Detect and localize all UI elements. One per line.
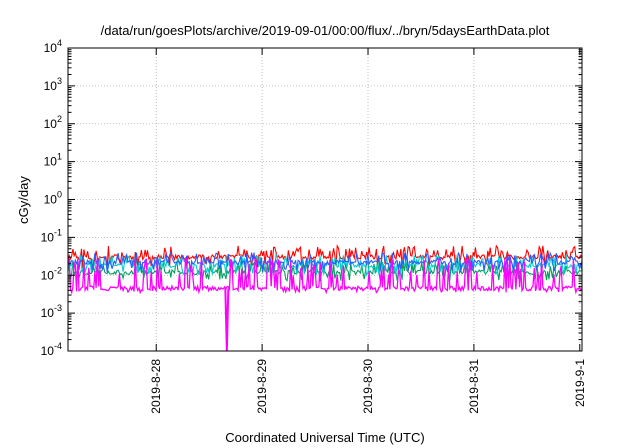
x-tick-label: 2019-8-28	[149, 359, 163, 414]
y-tick-label-exponent: -3	[54, 303, 62, 313]
y-tick-label-exponent: -2	[54, 265, 62, 275]
y-tick-label-exponent: 0	[57, 190, 62, 200]
series-line	[67, 244, 583, 269]
series-line	[67, 259, 583, 282]
y-tick-label-base: 10	[44, 193, 58, 207]
series-line	[67, 251, 583, 273]
y-axis-label: cGy/day	[16, 176, 31, 224]
y-tick-label-exponent: 2	[57, 114, 62, 124]
x-axis-label: Coordinated Universal Time (UTC)	[225, 430, 424, 445]
grid	[68, 48, 582, 351]
y-tick-label-base: 10	[41, 268, 55, 282]
y-tick-label-base: 10	[41, 306, 55, 320]
y-tick-label-base: 10	[44, 155, 58, 169]
y-tick-label: 10-2	[41, 265, 62, 282]
series-group	[67, 244, 583, 352]
y-tick-label: 10-3	[41, 303, 62, 320]
y-tick-label: 103	[44, 76, 62, 93]
y-tick-label-base: 10	[44, 41, 58, 55]
y-tick-label: 102	[44, 114, 62, 131]
x-tick-label: 2019-9-1	[573, 359, 587, 407]
y-tick-label-base: 10	[44, 117, 58, 131]
y-tick-label-exponent: -1	[54, 227, 62, 237]
series-line	[67, 257, 583, 295]
plot-area	[68, 48, 582, 351]
x-tick-label: 2019-8-31	[467, 359, 481, 414]
y-tick-label: 10-4	[41, 341, 62, 358]
y-tick-label: 101	[44, 152, 62, 169]
y-tick-label-base: 10	[44, 79, 58, 93]
x-tick-label: 2019-8-30	[361, 359, 375, 414]
y-tick-label-exponent: 3	[57, 76, 62, 86]
y-tick-label-exponent: 4	[57, 38, 62, 48]
chart-title: /data/run/goesPlots/archive/2019-09-01/0…	[101, 23, 550, 38]
y-tick-label-base: 10	[41, 344, 55, 358]
y-tick-label-base: 10	[41, 230, 55, 244]
y-tick-label-exponent: 1	[57, 152, 62, 162]
y-tick-label: 100	[44, 190, 62, 207]
x-axis: 2019-8-28 2019-8-29 2019-8-30 2019-8-31 2019…	[149, 48, 587, 414]
y-tick-label-exponent: -4	[54, 341, 62, 351]
y-tick-label: 104	[44, 38, 62, 55]
x-tick-label: 2019-8-29	[255, 359, 269, 414]
y-tick-label: 10-1	[41, 227, 62, 244]
